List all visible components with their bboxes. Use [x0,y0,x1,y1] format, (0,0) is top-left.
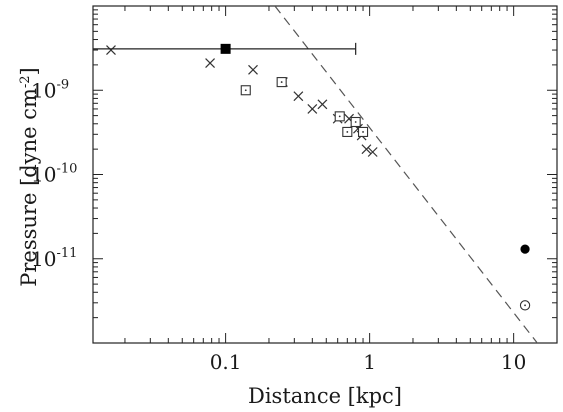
cross-marker [307,104,318,114]
cross-marker [106,45,116,55]
dotted-square-marker [357,126,369,137]
dotted-circle-marker [519,300,531,311]
cross-stroke [353,123,363,134]
y-tick-label-exponent: -9 [56,77,69,92]
cross-marker [205,58,215,69]
cross-marker [367,147,378,157]
cross-stroke [361,144,372,155]
square-dot [280,81,283,83]
dotted-square-marker [334,111,345,122]
cross-stroke [344,113,355,124]
cross-marker [293,91,304,102]
square-dot [354,121,357,123]
plot-area [92,5,558,344]
x-tick-label: 1 [363,350,376,374]
dotted-square-marker [276,77,287,88]
dotted-square-marker [342,126,353,137]
x-tick-label: 0.1 [210,350,242,374]
filled-square-marker [220,43,231,54]
y-tick-label-exponent: -11 [56,246,77,261]
dotted-square-marker [240,85,251,96]
cross-stroke [248,64,258,75]
y-axis-title: Pressure [dyne cm-2] [17,67,41,287]
dashed-fit-line [274,6,539,343]
x-tick-label: 10 [501,350,526,374]
cross-stroke [106,45,116,55]
cross-marker [317,99,328,110]
cross-marker [361,144,372,155]
y-tick-label-base: 10 [31,163,56,187]
square-dot [346,131,349,133]
y-axis-title-exponent: -2 [18,75,33,88]
plot-content [93,6,539,343]
y-tick-label-base: 10 [31,78,56,102]
cross-stroke [293,91,304,102]
filled-circle-marker [520,244,530,254]
y-tick-label: 10-9 [31,77,69,102]
y-tick-label: 10-11 [31,246,77,271]
cross-stroke [317,99,328,110]
cross-stroke [307,104,318,114]
dotted-square-marker [350,116,361,128]
y-tick-label-base: 10 [31,247,56,271]
y-axis-title-text: Pressure [dyne cm [17,88,41,287]
x-axis-title: Distance [kpc] [248,384,402,408]
square-dot [338,115,341,118]
circle-dot [524,304,526,307]
y-tick-label: 10-10 [31,162,77,187]
x-axis: 0.1 1 10 [124,6,558,374]
cross-stroke [367,147,378,157]
square-dot [362,131,364,133]
y-axis-title-close: ] [17,67,41,75]
cross-marker [248,64,258,75]
plot-frame [92,5,558,344]
square-dot [244,89,247,92]
y-tick-label-exponent: -10 [56,162,77,177]
cross-stroke [205,58,215,69]
